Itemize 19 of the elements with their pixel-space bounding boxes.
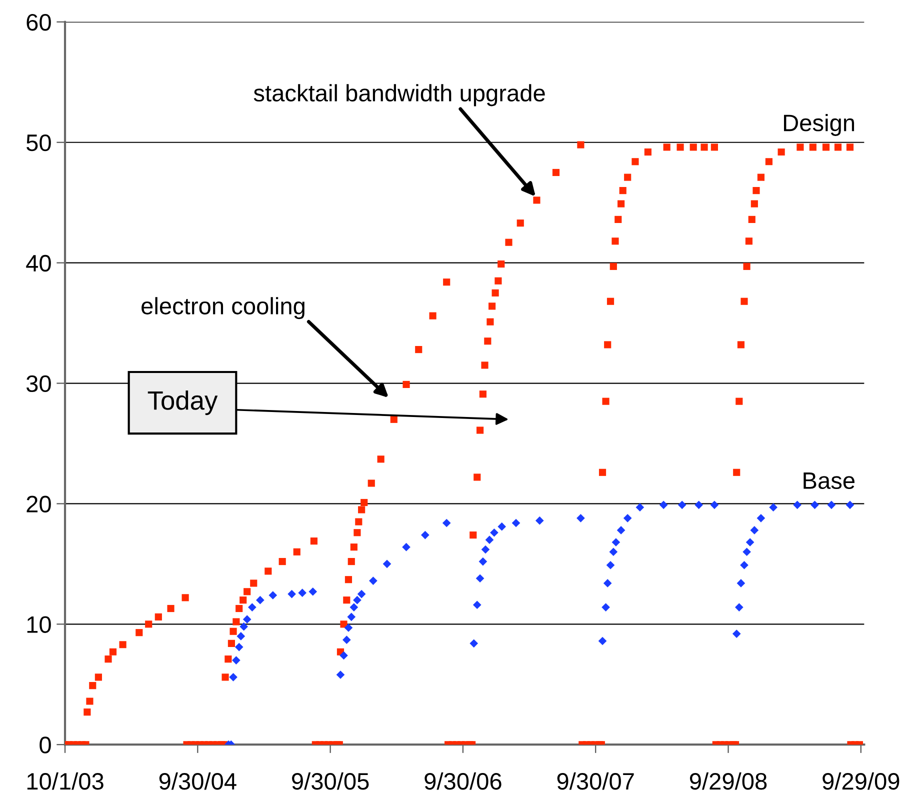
y-tick-label: 0 — [40, 736, 51, 754]
x-tick-label: 10/1/03 — [27, 772, 104, 790]
series-label: Design — [784, 114, 854, 136]
x-tick-label: 9/29/09 — [822, 772, 900, 790]
annotation: Today — [148, 390, 218, 416]
x-tick-label: 9/30/05 — [292, 772, 369, 790]
x-tick-label: 9/30/06 — [424, 772, 502, 790]
y-tick-label: 10 — [27, 616, 51, 633]
y-tick-label: 30 — [26, 375, 51, 392]
annotation: stacktail bandwidth upgrade — [254, 84, 545, 106]
x-tick-label: 9/30/07 — [557, 772, 634, 790]
y-tick-label: 50 — [26, 134, 51, 152]
y-tick-label: 60 — [26, 14, 51, 31]
x-tick-label: 9/30/04 — [159, 772, 236, 790]
annotation: electron cooling — [142, 297, 304, 320]
y-tick-label: 40 — [26, 254, 51, 272]
y-tick-label: 20 — [26, 496, 51, 512]
x-tick-label: 9/29/08 — [690, 772, 767, 790]
series-label: Base — [804, 472, 855, 490]
